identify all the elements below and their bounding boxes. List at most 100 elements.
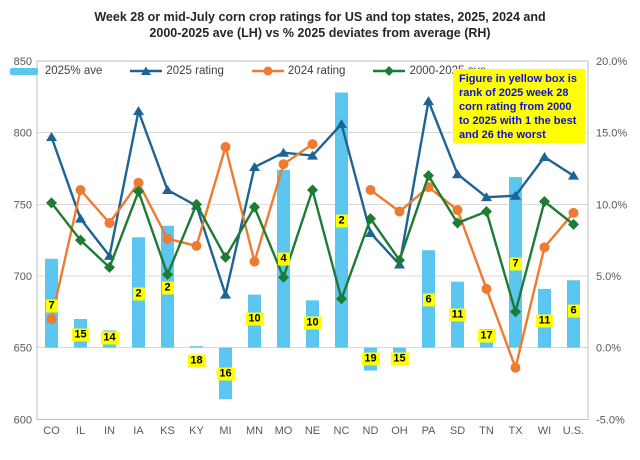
triangle-marker-U.S.: [568, 170, 579, 180]
diamond-marker-TX: [510, 306, 521, 318]
diamond-marker-NE: [307, 184, 318, 196]
legend-label: 2025% ave: [44, 65, 103, 77]
x-axis-label: PA: [422, 425, 437, 437]
x-axis-label: WI: [538, 425, 551, 437]
circle-marker-MN: [249, 256, 260, 267]
rank-label-SD: 11: [448, 308, 467, 322]
left-axis-tick-label: 750: [14, 199, 32, 211]
rank-label-NC: 2: [335, 214, 348, 228]
x-axis-label: MO: [275, 425, 293, 437]
right-axis-tick-label: 5.0%: [596, 271, 621, 283]
rank-label-MN: 10: [245, 312, 264, 326]
rank-label-NE: 10: [303, 316, 322, 330]
triangle-marker-IL: [75, 213, 86, 223]
plot-border: [36, 60, 589, 420]
rank-label-OH: 15: [390, 352, 409, 366]
right-axis-tick-label: 20.0%: [596, 56, 627, 68]
left-axis-tick-label: 800: [14, 128, 32, 140]
axis-labels: 850 800 750 700 650 600 20.0% 15.0% 10.0% 5.0% 0.0…: [14, 56, 628, 437]
triangle-marker-SD: [452, 169, 463, 179]
x-axis-label: TX: [508, 425, 523, 437]
circle-marker-MO: [278, 159, 289, 170]
x-axis-label: IA: [133, 425, 144, 437]
bar-KY: [190, 346, 203, 348]
x-axis-label: MN: [246, 425, 263, 437]
chart-title: Week 28 or mid-July corn crop ratings fo…: [0, 9, 640, 41]
rank-label-U.S.: 6: [567, 304, 580, 318]
diamond-marker-MI: [220, 251, 231, 263]
triangle-marker-NE: [307, 150, 318, 160]
x-axis-label: ND: [363, 425, 379, 437]
rank-label-PA: 6: [422, 293, 435, 307]
circle-marker-NE: [307, 139, 318, 150]
triangle-marker-WI: [539, 152, 550, 162]
bar-swatch-icon: [9, 68, 38, 75]
x-axis-label: SD: [450, 425, 465, 437]
chart-legend: 2025% ave 2025 rating 2024 rating 2000-2025…: [9, 62, 486, 80]
circle-swatch-icon: [251, 66, 284, 76]
left-axis-tick-label: 850: [14, 56, 32, 68]
triangle-marker-TN: [481, 192, 492, 202]
right-axis-tick-label: -5.0%: [596, 414, 625, 426]
x-axis-label: KY: [189, 425, 204, 437]
chart-title-line2: 2000-2025 ave (LH) vs % 2025 deviates fr…: [149, 26, 491, 40]
circle-marker-U.S.: [568, 207, 579, 218]
rank-label-WI: 11: [535, 314, 554, 328]
circle-marker-CO: [46, 313, 57, 324]
diamond-marker-PA: [423, 170, 434, 182]
triangle-marker-TX: [510, 190, 521, 200]
diamond-marker-MN: [249, 201, 260, 213]
right-axis-tick-label: 15.0%: [596, 128, 627, 140]
circle-marker-TX: [510, 362, 521, 373]
series-2000-2025-ave: [46, 170, 579, 318]
rank-label-KS: 2: [161, 281, 174, 295]
circle-marker-KS: [162, 233, 173, 244]
triangle-marker-KS: [162, 184, 173, 194]
diamond-swatch-icon: [373, 66, 406, 76]
series-2024-rating: [46, 139, 579, 373]
rank-label-MI: 16: [216, 367, 235, 381]
x-axis-label: TN: [479, 425, 494, 437]
x-axis-label: CO: [43, 425, 60, 437]
circle-marker-MI: [220, 141, 231, 152]
diamond-marker-MO: [278, 271, 289, 283]
x-axis-label: IN: [104, 425, 115, 437]
diamond-marker-TN: [481, 205, 492, 217]
x-axis-label: MI: [219, 425, 231, 437]
rank-label-TN: 17: [477, 329, 496, 343]
rank-label-TX: 7: [509, 257, 522, 271]
x-axis-label: NC: [334, 425, 350, 437]
circle-marker-IN: [104, 217, 115, 228]
diamond-marker-IL: [75, 234, 86, 246]
circle-marker-TN: [481, 283, 492, 294]
triangle-marker-CO: [46, 131, 57, 141]
right-axis-tick-label: 0.0%: [596, 343, 621, 355]
triangle-marker-NC: [336, 119, 347, 129]
diamond-marker-OH: [394, 254, 405, 266]
annotation-note: Figure in yellow box is rank of 2025 wee…: [453, 69, 585, 143]
triangle-marker-IA: [133, 106, 144, 116]
chart-title-line1: Week 28 or mid-July corn crop ratings fo…: [94, 10, 546, 24]
legend-item-2025-ave: 2025% ave: [8, 65, 103, 77]
x-axis-label: IL: [76, 425, 85, 437]
rank-label-IN: 14: [100, 331, 119, 345]
x-axis-label: U.S.: [563, 425, 584, 437]
circle-marker-KY: [191, 240, 202, 251]
triangle-marker-MN: [249, 162, 260, 172]
right-axis-tick-label: 10.0%: [596, 199, 627, 211]
circle-marker-SD: [452, 205, 463, 216]
rank-label-MO: 4: [277, 252, 290, 266]
diamond-marker-U.S.: [568, 218, 579, 230]
diamond-marker-KY: [191, 198, 202, 210]
triangle-marker-MO: [278, 147, 289, 157]
legend-item-2024-rating: 2024 rating: [251, 65, 346, 77]
diamond-marker-IN: [104, 261, 115, 273]
x-axis-label: OH: [391, 425, 408, 437]
legend-label: 2024 rating: [287, 65, 346, 77]
rank-label-IA: 2: [132, 287, 145, 301]
rank-label-KY: 18: [187, 354, 206, 368]
diamond-marker-IA: [133, 185, 144, 197]
left-axis-tick-label: 650: [14, 343, 32, 355]
diamond-marker-WI: [539, 195, 550, 207]
